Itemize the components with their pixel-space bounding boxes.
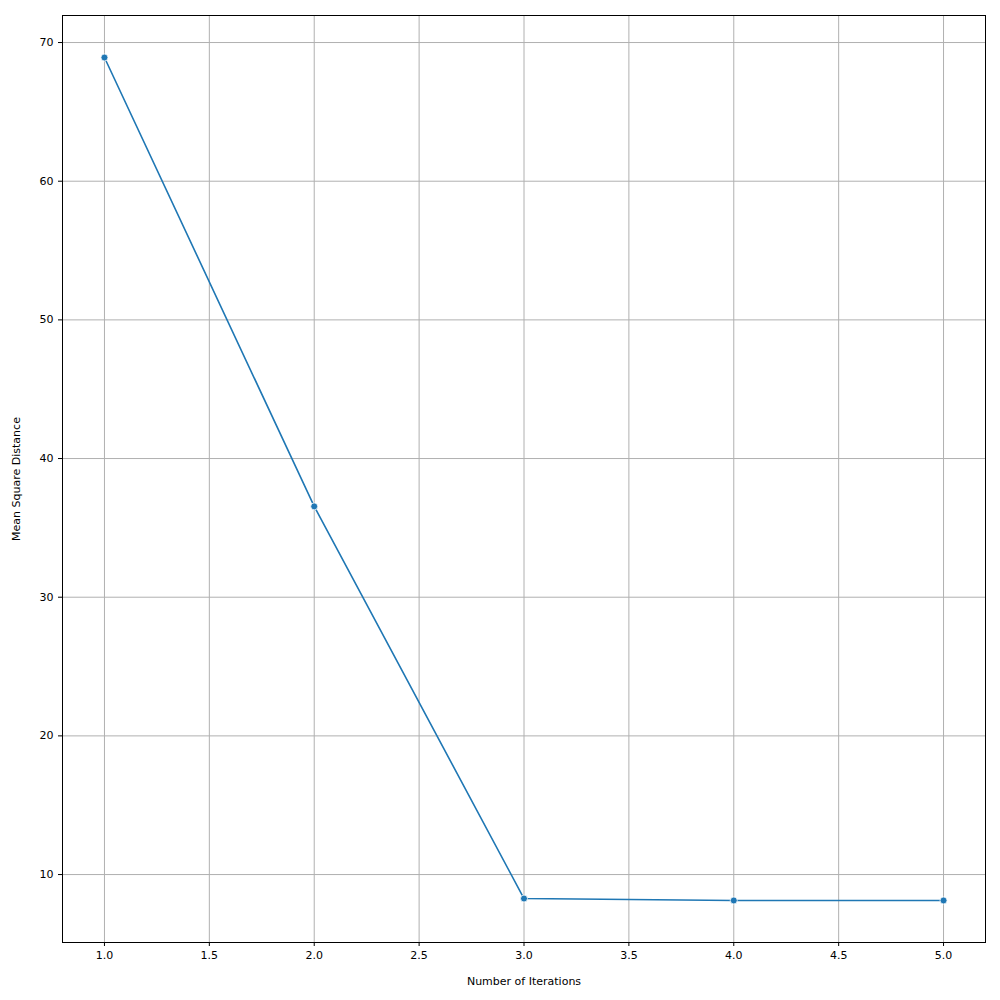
svg-text:60: 60 [40,175,54,188]
svg-text:3.5: 3.5 [620,949,638,962]
svg-text:2.0: 2.0 [305,949,323,962]
svg-text:20: 20 [40,729,54,742]
svg-text:1.5: 1.5 [201,949,219,962]
svg-text:5.0: 5.0 [935,949,953,962]
svg-text:40: 40 [40,452,54,465]
svg-text:10: 10 [40,868,54,881]
svg-text:Number of Iterations: Number of Iterations [467,975,581,988]
svg-text:4.5: 4.5 [830,949,848,962]
svg-text:2.5: 2.5 [410,949,428,962]
svg-text:4.0: 4.0 [725,949,743,962]
svg-text:1.0: 1.0 [96,949,114,962]
svg-text:30: 30 [40,591,54,604]
svg-text:70: 70 [40,36,54,49]
svg-text:50: 50 [40,313,54,326]
svg-text:3.0: 3.0 [515,949,533,962]
svg-text:Mean Square Distance: Mean Square Distance [10,417,23,541]
